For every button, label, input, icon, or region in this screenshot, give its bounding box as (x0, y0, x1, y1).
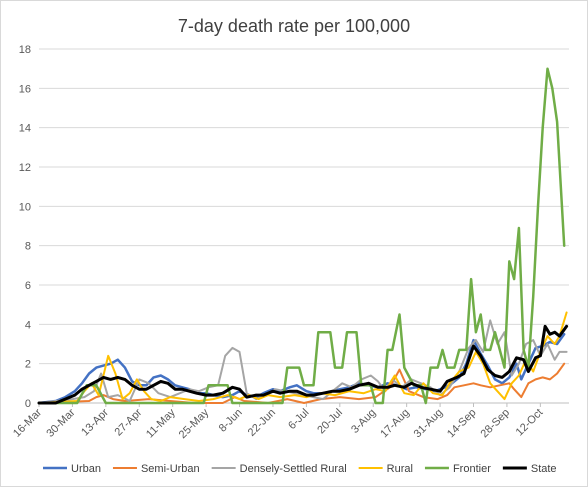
y-tick-label: 4 (25, 319, 31, 331)
x-tick-label: 17-Aug (378, 407, 412, 441)
legend-label-state: State (531, 463, 557, 475)
series-line-frontier (37, 67, 566, 405)
y-tick-label: 0 (25, 398, 31, 410)
x-tick-label: 16-Mar (11, 406, 44, 439)
x-tick-label: 11-May (144, 406, 178, 440)
x-tick-label: 3-Aug (349, 407, 378, 436)
series-line-rural (38, 311, 568, 404)
x-tick-label: 8-Jun (217, 407, 245, 435)
x-tick-label: 20-Jul (315, 407, 345, 437)
y-tick-label: 2 (25, 359, 31, 371)
y-tick-label: 12 (19, 162, 31, 174)
legend-label-densely-settled-rural: Densely-Settled Rural (240, 463, 347, 475)
x-tick-label: 31-Aug (412, 407, 446, 441)
y-axis-ticks: 0 2 4 6 8 10 12 14 16 18 (19, 44, 31, 410)
x-tick-label: 28-Sep (478, 407, 512, 441)
x-tick-label: 14-Sep (445, 407, 479, 441)
x-tick-label: 12-Oct (514, 407, 546, 439)
y-tick-label: 14 (19, 123, 31, 135)
y-tick-label: 16 (19, 83, 31, 95)
x-tick-label: 25-May (177, 406, 212, 441)
x-tick-label: 27-Apr (113, 406, 145, 438)
y-tick-label: 6 (25, 280, 31, 292)
x-tick-label: 13-Apr (79, 406, 111, 438)
legend-label-semi-urban: Semi-Urban (141, 463, 200, 475)
y-tick-label: 8 (25, 241, 31, 253)
grid-lines (39, 48, 569, 404)
x-tick-label: 22-Jun (246, 407, 278, 439)
series-lines (37, 67, 569, 405)
x-tick-label: 6-Jul (286, 407, 311, 432)
legend-label-frontier: Frontier (453, 463, 491, 475)
y-tick-label: 10 (19, 201, 31, 213)
x-tick-label: 30-Mar (44, 406, 77, 439)
series-line-urban (37, 332, 566, 405)
legend: Urban Semi-Urban Densely-Settled Rural Rura… (43, 463, 557, 475)
series-line-state (37, 324, 569, 405)
legend-label-rural: Rural (387, 463, 413, 475)
y-tick-label: 18 (19, 44, 31, 56)
chart-title: 7-day death rate per 100,000 (178, 16, 410, 36)
legend-label-urban: Urban (71, 463, 101, 475)
